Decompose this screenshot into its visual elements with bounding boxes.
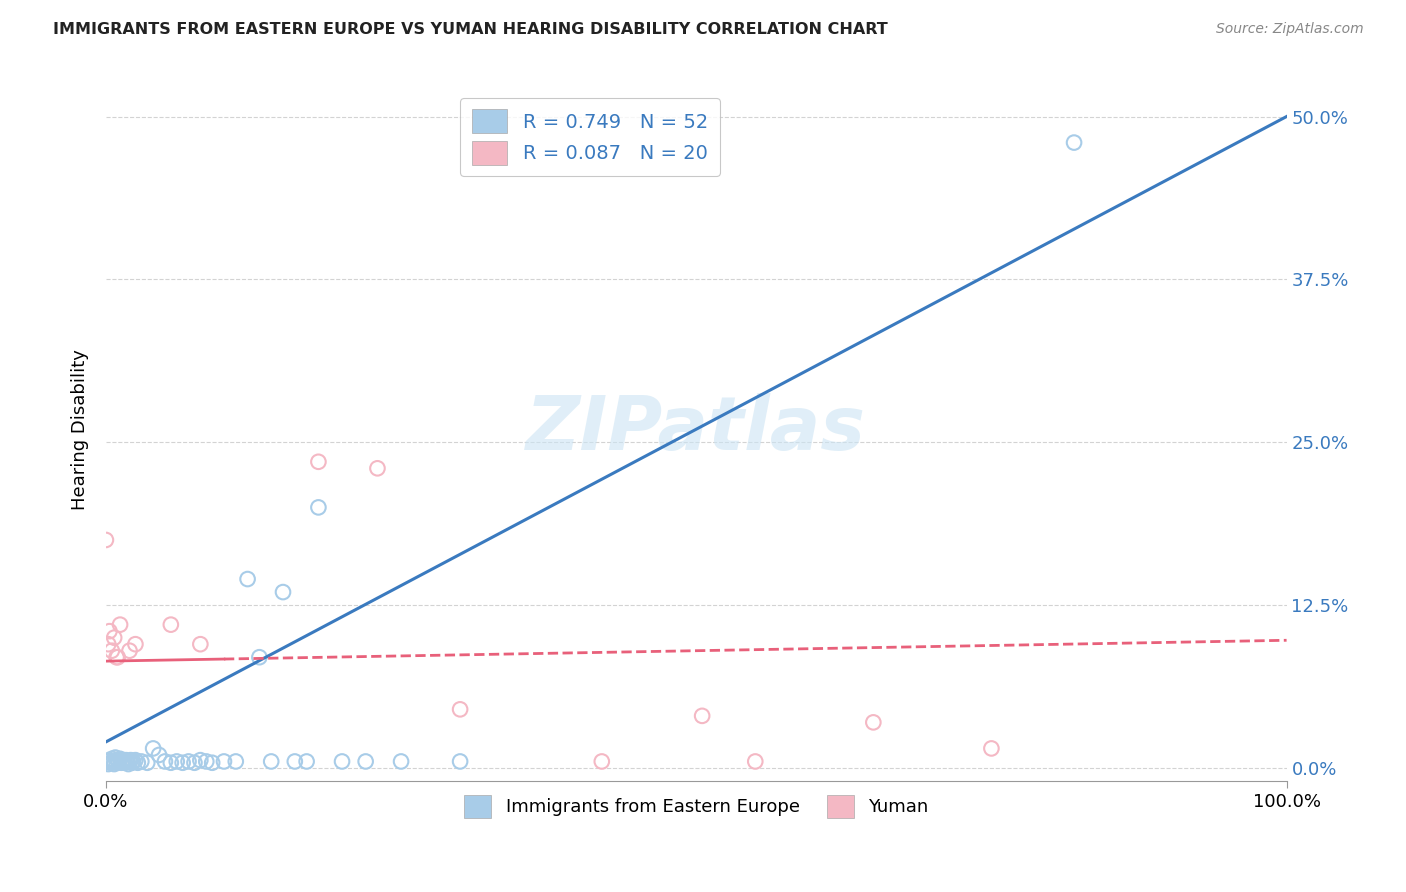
Point — [160, 617, 183, 632]
Point — [104, 750, 127, 764]
Y-axis label: Hearing Disability: Hearing Disability — [72, 349, 89, 509]
Point — [166, 755, 188, 769]
Point — [212, 755, 235, 769]
Point — [236, 572, 259, 586]
Point — [148, 747, 170, 762]
Point — [744, 755, 766, 769]
Point — [94, 533, 117, 547]
Point — [98, 753, 121, 767]
Point — [1063, 136, 1085, 150]
Point — [110, 756, 132, 770]
Point — [100, 756, 122, 770]
Point — [120, 753, 142, 767]
Point — [107, 650, 129, 665]
Point — [190, 753, 212, 767]
Point — [160, 756, 183, 770]
Point — [118, 643, 141, 657]
Point — [195, 755, 218, 769]
Point — [107, 753, 129, 767]
Point — [142, 741, 165, 756]
Point — [449, 755, 471, 769]
Point — [108, 755, 131, 769]
Point — [121, 756, 143, 770]
Point — [108, 752, 131, 766]
Point — [101, 752, 124, 766]
Point — [96, 755, 118, 769]
Point — [172, 756, 194, 770]
Point — [307, 455, 329, 469]
Point — [111, 753, 134, 767]
Point — [284, 755, 307, 769]
Point — [271, 585, 294, 599]
Text: Source: ZipAtlas.com: Source: ZipAtlas.com — [1216, 22, 1364, 37]
Point — [225, 755, 247, 769]
Point — [131, 755, 153, 769]
Point — [862, 715, 884, 730]
Point — [366, 461, 388, 475]
Point — [103, 757, 125, 772]
Point — [183, 756, 205, 770]
Point — [190, 637, 212, 651]
Point — [260, 755, 283, 769]
Point — [97, 637, 120, 651]
Point — [105, 650, 128, 665]
Point — [354, 755, 377, 769]
Point — [97, 757, 120, 772]
Point — [153, 755, 176, 769]
Point — [247, 650, 270, 665]
Point — [330, 755, 353, 769]
Point — [127, 756, 149, 770]
Point — [136, 756, 159, 770]
Point — [124, 637, 146, 651]
Point — [118, 755, 141, 769]
Point — [690, 709, 713, 723]
Point — [101, 643, 124, 657]
Text: IMMIGRANTS FROM EASTERN EUROPE VS YUMAN HEARING DISABILITY CORRELATION CHART: IMMIGRANTS FROM EASTERN EUROPE VS YUMAN … — [53, 22, 889, 37]
Point — [591, 755, 613, 769]
Point — [177, 755, 200, 769]
Point — [115, 755, 138, 769]
Point — [101, 755, 124, 769]
Point — [112, 755, 135, 769]
Point — [117, 757, 139, 772]
Point — [115, 753, 138, 767]
Point — [295, 755, 318, 769]
Point — [105, 756, 128, 770]
Point — [201, 756, 224, 770]
Point — [122, 755, 145, 769]
Text: ZIPatlas: ZIPatlas — [526, 392, 866, 466]
Point — [114, 756, 136, 770]
Point — [98, 624, 121, 639]
Point — [103, 631, 125, 645]
Point — [108, 617, 131, 632]
Point — [307, 500, 329, 515]
Point — [124, 753, 146, 767]
Legend: Immigrants from Eastern Europe, Yuman: Immigrants from Eastern Europe, Yuman — [457, 789, 935, 825]
Point — [449, 702, 471, 716]
Point — [389, 755, 412, 769]
Point — [980, 741, 1002, 756]
